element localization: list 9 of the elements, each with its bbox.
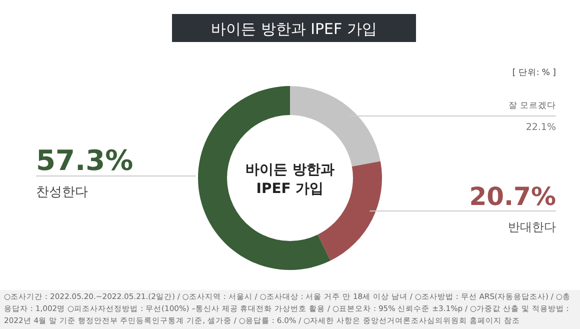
data-label: 20.7% [469,182,556,211]
text: 바이든 방한과 IPEF 가입 [246,162,334,197]
slice-label: 반대한다 [508,220,556,234]
data-label: 57.3% [36,144,134,177]
slice-label: 찬성한다 [36,185,88,200]
slice-label: 잘 모르겠다 [508,101,556,111]
chart-title: 바이든 방한과 IPEF 가입 [211,20,377,38]
data-label: 22.1% [526,122,556,133]
text: [ 단위: % ] [512,68,556,78]
